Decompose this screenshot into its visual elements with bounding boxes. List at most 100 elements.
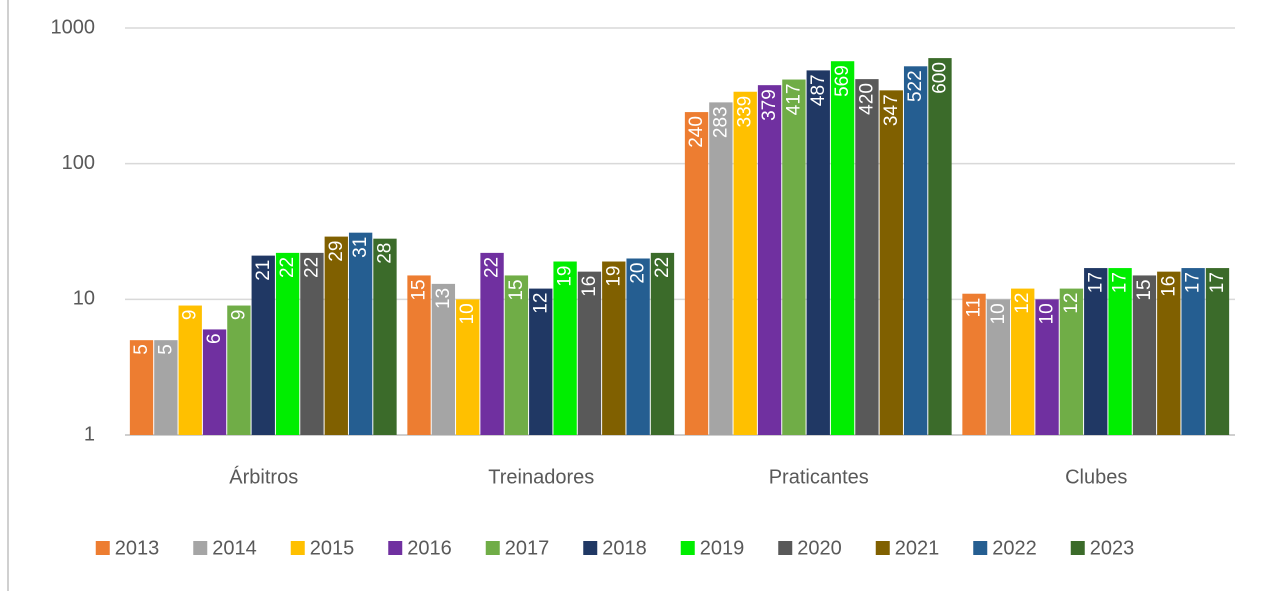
x-tick-label: Clubes xyxy=(1065,466,1127,488)
bar xyxy=(806,70,830,435)
data-label: 5 xyxy=(155,344,176,355)
bar xyxy=(1132,275,1157,435)
x-tick-label: Treinadores xyxy=(488,466,594,488)
data-label: 10 xyxy=(457,303,478,324)
legend-label: 2021 xyxy=(895,537,940,559)
bar xyxy=(202,329,227,435)
legend-label: 2014 xyxy=(212,537,257,559)
data-label: 15 xyxy=(506,279,527,300)
data-label: 420 xyxy=(856,83,877,115)
bar xyxy=(480,252,504,435)
bar xyxy=(1035,299,1059,435)
legend-label: 2016 xyxy=(407,537,452,559)
data-label: 347 xyxy=(881,94,902,126)
legend-swatch xyxy=(95,541,110,555)
data-label: 487 xyxy=(808,74,829,106)
data-label: 379 xyxy=(759,89,780,121)
bar xyxy=(129,340,154,435)
data-label: 17 xyxy=(1183,272,1204,293)
bar xyxy=(577,271,602,435)
data-label: 569 xyxy=(832,65,853,97)
legend-swatch xyxy=(388,541,403,555)
legend-label: 2022 xyxy=(992,537,1037,559)
data-label: 10 xyxy=(1037,303,1058,324)
bar xyxy=(348,232,373,435)
bar xyxy=(684,112,709,436)
legend-swatch xyxy=(875,541,890,555)
data-label: 17 xyxy=(1085,272,1106,293)
data-label: 240 xyxy=(686,116,707,148)
data-label: 600 xyxy=(929,62,950,94)
bar xyxy=(275,252,300,435)
data-label: 12 xyxy=(530,293,551,314)
data-label: 22 xyxy=(482,257,503,278)
data-label: 13 xyxy=(433,288,454,309)
legend-swatch xyxy=(1070,541,1085,555)
bar xyxy=(504,275,529,435)
data-label: 5 xyxy=(131,344,152,355)
bar xyxy=(407,275,431,435)
bar xyxy=(178,305,202,435)
bar xyxy=(227,305,251,435)
data-label: 16 xyxy=(1158,276,1179,297)
bar xyxy=(1205,268,1230,435)
legend-swatch xyxy=(583,541,598,555)
bar xyxy=(1157,271,1181,435)
bar xyxy=(757,85,782,435)
data-label: 22 xyxy=(652,257,673,278)
bar xyxy=(602,261,626,435)
bar xyxy=(1084,268,1108,435)
bar xyxy=(1108,268,1132,435)
data-label: 19 xyxy=(555,266,576,287)
legend-swatch xyxy=(485,541,500,555)
legend-swatch xyxy=(290,541,305,555)
bar xyxy=(431,283,456,435)
bar xyxy=(373,238,397,435)
bar xyxy=(962,293,986,435)
bar xyxy=(553,261,577,435)
y-tick-label: 100 xyxy=(62,152,95,174)
y-tick-label: 1 xyxy=(84,423,95,445)
legend-swatch xyxy=(973,541,988,555)
data-label: 10 xyxy=(988,303,1009,324)
bar xyxy=(879,90,903,435)
data-label: 17 xyxy=(1110,272,1131,293)
data-label: 522 xyxy=(905,70,926,102)
bar xyxy=(855,79,879,435)
x-tick-label: Praticantes xyxy=(769,466,869,488)
data-label: 9 xyxy=(228,310,249,321)
data-label: 339 xyxy=(735,96,756,128)
bar xyxy=(1011,288,1035,435)
data-label: 17 xyxy=(1207,272,1228,293)
data-label: 19 xyxy=(603,266,624,287)
data-label: 12 xyxy=(1061,293,1082,314)
data-label: 15 xyxy=(409,279,430,300)
data-label: 283 xyxy=(710,106,731,138)
legend-label: 2023 xyxy=(1090,537,1135,559)
data-label: 20 xyxy=(628,262,649,283)
data-label: 28 xyxy=(374,243,395,264)
data-label: 15 xyxy=(1134,279,1155,300)
bar xyxy=(529,288,553,435)
data-label: 22 xyxy=(277,257,298,278)
bar xyxy=(456,299,480,435)
bar xyxy=(928,58,952,436)
x-tick-label: Árbitros xyxy=(229,465,298,488)
bar xyxy=(1059,288,1084,435)
bar xyxy=(903,66,928,435)
y-tick-label: 10 xyxy=(73,288,95,310)
bar xyxy=(300,252,324,435)
bar xyxy=(1181,268,1205,435)
data-label: 417 xyxy=(783,84,804,116)
legend-swatch xyxy=(680,541,695,555)
y-tick-label: 1000 xyxy=(51,16,96,38)
legend-label: 2020 xyxy=(797,537,842,559)
data-label: 21 xyxy=(253,260,274,281)
legend-label: 2015 xyxy=(310,537,355,559)
legend-label: 2019 xyxy=(700,537,745,559)
legend-label: 2013 xyxy=(115,537,160,559)
data-label: 9 xyxy=(180,310,201,321)
legend-swatch xyxy=(778,541,793,555)
bar xyxy=(733,91,757,436)
bar xyxy=(986,299,1011,435)
